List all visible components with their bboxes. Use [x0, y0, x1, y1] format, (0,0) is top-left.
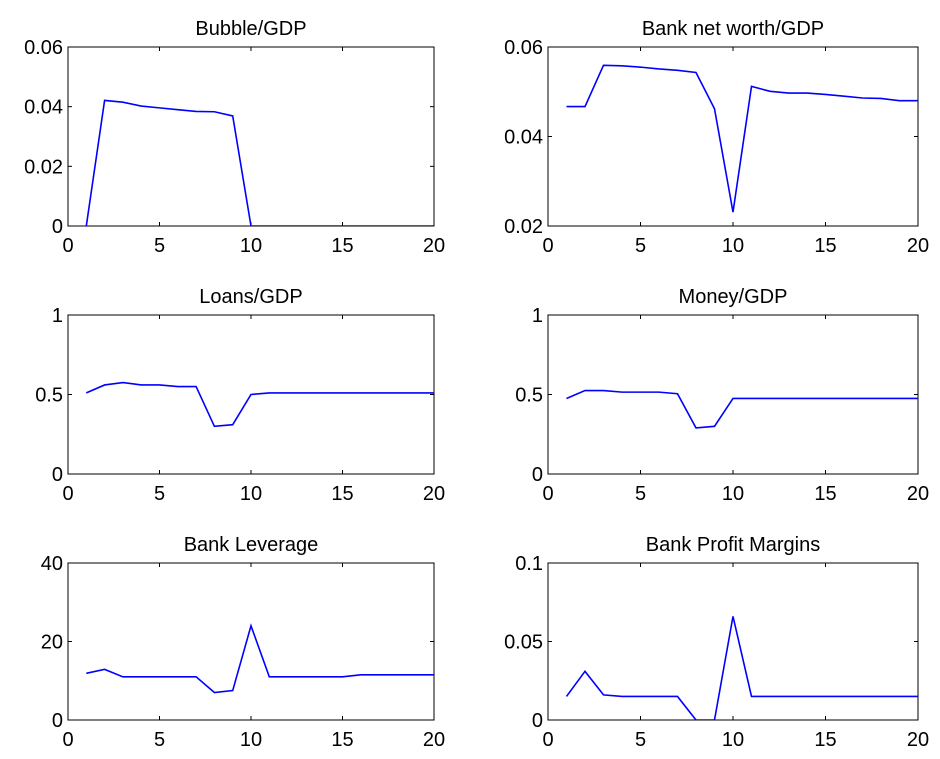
y-tick-label: 0.02: [24, 156, 63, 178]
y-tick-label: 40: [41, 553, 63, 575]
axes-box: [547, 314, 919, 475]
x-tick-label: 5: [154, 483, 165, 505]
x-tick-label: 15: [331, 235, 353, 257]
panel-title: Bank Profit Margins: [646, 534, 821, 556]
x-tick-label: 0: [62, 483, 73, 505]
x-tick-label: 0: [542, 729, 553, 751]
y-tick-label: 0: [532, 710, 543, 732]
x-tick-label: 5: [635, 235, 646, 257]
x-tick-label: 15: [814, 729, 836, 751]
y-tick-label: 20: [41, 632, 63, 654]
panel-title: Money/GDP: [679, 286, 788, 308]
x-tick-label: 15: [331, 483, 353, 505]
y-tick-label: 1: [532, 305, 543, 327]
series-line: [566, 389, 918, 429]
x-tick-label: 0: [542, 235, 553, 257]
series-line: [85, 99, 434, 226]
x-tick-label: 5: [635, 729, 646, 751]
x-tick-label: 20: [423, 235, 445, 257]
panel-3: Loans/GDP 0 5 10 15 20 0 0.5 1: [35, 286, 445, 505]
panel-title: Loans/GDP: [199, 286, 302, 308]
panel-title: Bubble/GDP: [195, 18, 306, 40]
y-tick-label: 0: [52, 710, 63, 732]
y-tick-label: 0.06: [504, 37, 543, 59]
panel-4: Money/GDP 0 5 10 15 20 0 0.5 1: [515, 286, 929, 505]
y-tick-label: 0.06: [24, 37, 63, 59]
series-line: [565, 616, 918, 720]
panel-2: Bank net worth/GDP 0 5 10 15 20 0.02 0.04 0.06: [504, 18, 929, 257]
x-tick-label: 10: [722, 729, 744, 751]
x-tick-label: 10: [722, 483, 744, 505]
panel-title: Bank Leverage: [184, 534, 319, 556]
x-tick-label: 0: [62, 729, 73, 751]
y-tick-label: 0.02: [504, 216, 543, 238]
series-line: [566, 64, 918, 213]
y-tick-label: 0.04: [504, 127, 543, 149]
y-tick-label: 1: [52, 305, 63, 327]
y-tick-label: 0.1: [515, 553, 543, 575]
x-tick-label: 10: [722, 235, 744, 257]
x-tick-label: 10: [240, 483, 262, 505]
axes-box: [67, 46, 435, 227]
x-tick-label: 0: [62, 235, 73, 257]
y-tick-label: 0: [532, 464, 543, 486]
x-tick-label: 20: [423, 729, 445, 751]
y-tick-label: 0: [52, 216, 63, 238]
x-tick-label: 15: [814, 483, 836, 505]
y-tick-label: 0.04: [24, 97, 63, 119]
x-tick-label: 5: [154, 235, 165, 257]
x-tick-label: 15: [331, 729, 353, 751]
x-tick-label: 20: [907, 235, 929, 257]
x-tick-label: 20: [907, 483, 929, 505]
panel-6: Bank Profit Margins 0 5 10 15 20 0 0.05 0.1: [504, 534, 929, 751]
axes-box: [547, 46, 919, 227]
y-tick-label: 0.5: [515, 385, 543, 407]
panel-5: Bank Leverage 0 5 10 15 20 0 20 40: [41, 534, 445, 751]
y-tick-label: 0.5: [35, 385, 63, 407]
y-tick-label: 0: [52, 464, 63, 486]
x-tick-label: 15: [814, 235, 836, 257]
x-tick-label: 20: [907, 729, 929, 751]
panel-1: Bubble/GDP 0 5 10 15 20 0 0.02 0.04 0.06: [24, 18, 445, 257]
x-tick-label: 20: [423, 483, 445, 505]
x-tick-label: 5: [635, 483, 646, 505]
x-tick-label: 0: [542, 483, 553, 505]
x-tick-label: 5: [154, 729, 165, 751]
panel-title: Bank net worth/GDP: [642, 18, 824, 40]
x-tick-label: 10: [240, 235, 262, 257]
y-tick-label: 0.05: [504, 632, 543, 654]
series-line: [86, 623, 434, 694]
series-line: [85, 381, 434, 428]
axes-box: [67, 562, 435, 721]
x-tick-label: 10: [240, 729, 262, 751]
